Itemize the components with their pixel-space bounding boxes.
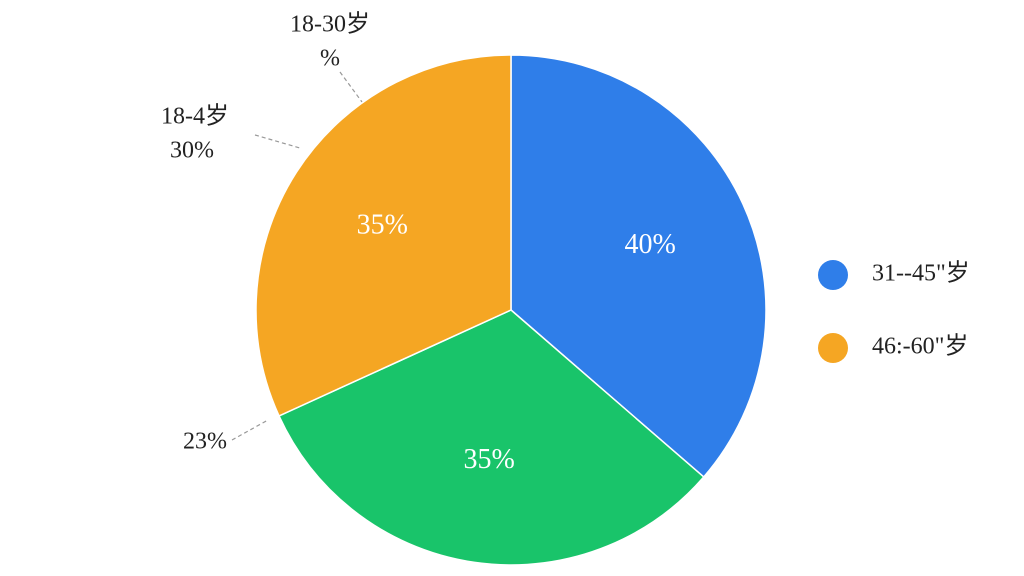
annotation: % — [320, 46, 340, 72]
leader-line — [231, 419, 269, 441]
pie-slice — [510, 54, 767, 479]
legend-marker — [818, 260, 848, 290]
slice-label: 35% — [464, 444, 515, 475]
pie-slice — [278, 309, 705, 566]
annotation: 18-30岁 — [290, 11, 370, 38]
legend-label: 46:-60"岁 — [872, 333, 968, 360]
annotation: 18-4岁 — [161, 103, 229, 130]
annotation: 23% — [183, 429, 227, 455]
slice-label: 40% — [625, 229, 676, 260]
leader-line — [254, 134, 301, 149]
leader-line — [339, 71, 363, 103]
legend-label: 31--45"岁 — [872, 260, 970, 287]
pie-slice — [255, 54, 512, 417]
slice-label: 35% — [357, 210, 408, 241]
legend-marker — [818, 333, 848, 363]
annotation: 30% — [170, 138, 214, 164]
